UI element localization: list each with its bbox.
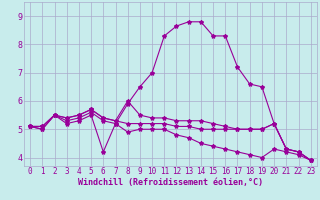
X-axis label: Windchill (Refroidissement éolien,°C): Windchill (Refroidissement éolien,°C) — [78, 178, 263, 187]
